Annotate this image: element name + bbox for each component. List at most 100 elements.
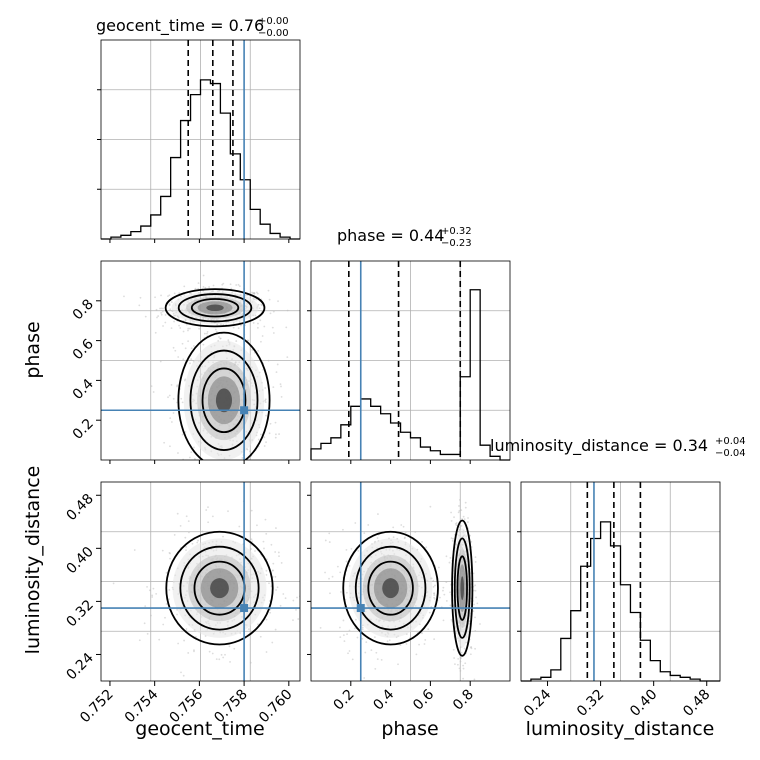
sample-point [189,321,192,324]
sample-point [263,436,266,439]
sample-point [215,330,218,333]
sample-point [445,581,448,584]
sample-point [257,322,259,325]
sample-point [454,523,457,525]
sample-point [162,325,164,327]
sample-point [256,524,258,527]
sample-point [162,623,165,626]
sample-point [402,525,405,528]
sample-point [388,639,391,642]
x-tick-label-luminosity_distance: 0.40 [627,687,660,720]
panel-geocent_time-luminosity_distance-density [112,500,300,677]
sample-point [306,632,308,634]
sample-point [250,509,253,512]
sample-point [160,307,163,310]
sample-point [249,465,251,467]
sample-point [342,634,345,637]
sample-point [456,663,459,666]
sample-point [453,516,455,519]
sample-point [235,284,238,286]
hist-geocent_time-grid [101,40,300,239]
contour-line [201,367,247,434]
sample-point [475,596,477,599]
sample-point [205,509,208,511]
sample-point [172,397,175,400]
sample-point [163,441,166,444]
sample-point [222,656,225,659]
sample-point [448,561,451,564]
sample-point [433,638,436,641]
sample-point [238,525,241,528]
panel-phase-luminosity_distance-frame [310,481,511,682]
sample-point [256,326,259,329]
density-level [382,578,399,599]
sample-point [254,550,256,552]
sample-point [160,312,163,314]
sample-point [292,619,294,621]
sample-point [262,540,265,543]
sample-point [150,614,152,617]
sample-point [181,433,184,436]
sample-point [169,557,171,560]
sample-point [259,319,262,322]
sample-point [191,542,194,545]
sample-point [233,647,236,650]
sample-point [249,450,251,453]
sample-point [257,303,260,306]
sample-point [328,541,331,543]
sample-point [185,549,187,552]
sample-point [274,575,277,578]
sample-point [238,480,240,482]
sample-point [373,636,376,639]
sample-point [167,396,169,399]
sample-point [424,639,427,641]
sample-point [197,282,200,285]
sample-point [264,518,267,521]
sample-point [174,349,177,352]
sample-point [168,294,171,297]
sample-point [176,613,178,616]
sample-point [336,565,339,568]
sample-point [365,641,368,643]
sample-point [183,293,186,296]
sample-point [251,540,254,543]
sample-point [183,285,186,288]
sample-point [461,518,463,520]
sample-point [180,671,182,674]
sample-point [340,591,342,593]
sample-point [345,591,348,594]
sample-point [458,509,461,512]
sample-point [458,526,461,529]
sample-point [269,312,272,315]
sample-point [449,591,451,594]
sample-point [271,641,274,644]
sample-point [138,639,141,642]
histogram-phase [310,289,510,461]
sample-point [177,356,180,358]
sample-point [172,412,175,414]
sample-point [434,598,436,600]
sample-point [261,304,263,307]
sample-point [218,336,220,338]
sample-point [479,623,481,625]
sample-point [458,667,461,670]
contour-line [453,537,471,639]
contour-line [456,555,468,621]
sample-point [247,628,250,631]
sample-point [261,335,264,337]
sample-point [284,597,287,600]
sample-point [392,526,395,529]
sample-point [462,677,465,680]
sample-point [467,521,469,523]
sample-point [423,643,426,645]
sample-point [155,308,158,311]
sample-point [453,657,456,659]
sample-point [232,326,235,329]
sample-point [454,663,456,666]
sample-point [158,638,161,641]
sample-point [165,603,168,605]
x-tick-label-phase: 0.8 [450,687,477,714]
sample-point [162,307,164,310]
sample-point [331,575,334,578]
x-tick-label-geocent_time: 0.752 [77,687,117,727]
